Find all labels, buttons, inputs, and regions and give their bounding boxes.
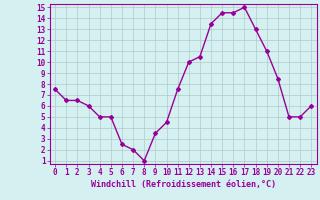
X-axis label: Windchill (Refroidissement éolien,°C): Windchill (Refroidissement éolien,°C) [91, 180, 276, 189]
